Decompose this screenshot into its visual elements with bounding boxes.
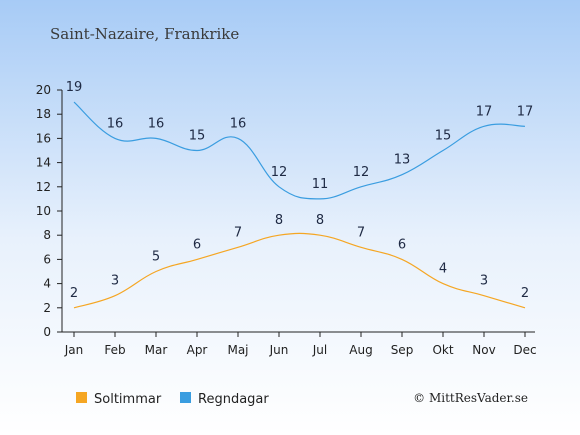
data-label-regndagar: 13 [394, 153, 411, 168]
x-tick-label: Okt [432, 343, 453, 357]
data-label-regndagar: 16 [230, 116, 247, 131]
y-ticks: 0 2 4 6 8 10 12 14 16 18 20 [36, 83, 62, 339]
x-tick-label: Feb [104, 343, 125, 357]
data-label-soltimmar: 7 [357, 225, 365, 240]
series-lines [73, 101, 526, 309]
x-tick-label: Apr [187, 343, 208, 357]
data-label-soltimmar: 2 [521, 286, 529, 301]
data-label-regndagar: 12 [353, 165, 370, 180]
data-label-soltimmar: 6 [193, 237, 201, 252]
y-tick-label: 10 [36, 204, 51, 218]
data-label-soltimmar: 8 [275, 213, 283, 228]
x-tick-label: Nov [472, 343, 495, 357]
y-tick-label: 12 [36, 180, 51, 194]
data-label-regndagar: 19 [66, 80, 83, 95]
data-label-soltimmar: 3 [111, 274, 119, 289]
series-line-regndagar [73, 101, 526, 200]
data-label-soltimmar: 5 [152, 250, 160, 265]
x-ticks: Jan Feb Mar Apr Maj Jun Jul Aug Sep Okt Nov Dec [64, 332, 537, 357]
x-tick-label: Mar [145, 343, 168, 357]
x-tick-label: Maj [227, 343, 248, 357]
y-tick-label: 8 [43, 228, 51, 242]
y-tick-label: 18 [36, 107, 51, 121]
chart-title: Saint-Nazaire, Frankrike [50, 25, 239, 43]
data-label-regndagar: 17 [476, 104, 493, 119]
y-tick-label: 0 [43, 325, 51, 339]
data-label-regndagar: 15 [189, 129, 206, 144]
data-label-soltimmar: 6 [398, 237, 406, 252]
y-tick-label: 6 [43, 252, 51, 266]
legend: Soltimmar Regndagar [76, 392, 269, 407]
x-tick-label: Jun [269, 343, 289, 357]
legend-label-soltimmar: Soltimmar [94, 392, 162, 407]
y-tick-label: 16 [36, 131, 51, 145]
y-tick-label: 14 [36, 156, 51, 170]
legend-swatch-regndagar [180, 392, 191, 403]
data-label-regndagar: 16 [148, 116, 165, 131]
y-tick-label: 20 [36, 83, 51, 97]
data-label-regndagar: 15 [435, 129, 452, 144]
data-label-regndagar: 11 [312, 177, 329, 192]
data-label-soltimmar: 3 [480, 274, 488, 289]
x-tick-label: Aug [349, 343, 372, 357]
data-label-soltimmar: 7 [234, 225, 242, 240]
data-labels: 2 3 5 6 7 8 8 7 6 4 3 2 19 16 16 15 16 12 11 12 13 15 17 17 [66, 80, 534, 301]
legend-label-regndagar: Regndagar [198, 392, 269, 407]
x-tick-label: Jan [64, 343, 84, 357]
data-label-regndagar: 17 [517, 104, 534, 119]
data-label-soltimmar: 4 [439, 262, 447, 277]
legend-swatch-soltimmar [76, 392, 87, 403]
data-label-soltimmar: 8 [316, 213, 324, 228]
x-tick-label: Dec [513, 343, 536, 357]
y-tick-label: 2 [43, 301, 51, 315]
data-label-regndagar: 16 [107, 116, 124, 131]
y-tick-label: 4 [43, 277, 51, 291]
data-label-regndagar: 12 [271, 165, 288, 180]
x-tick-label: Jul [312, 343, 327, 357]
x-tick-label: Sep [391, 343, 414, 357]
series-line-soltimmar [73, 232, 526, 309]
data-label-soltimmar: 2 [70, 286, 78, 301]
credit-text: © MittResVader.se [413, 391, 528, 405]
